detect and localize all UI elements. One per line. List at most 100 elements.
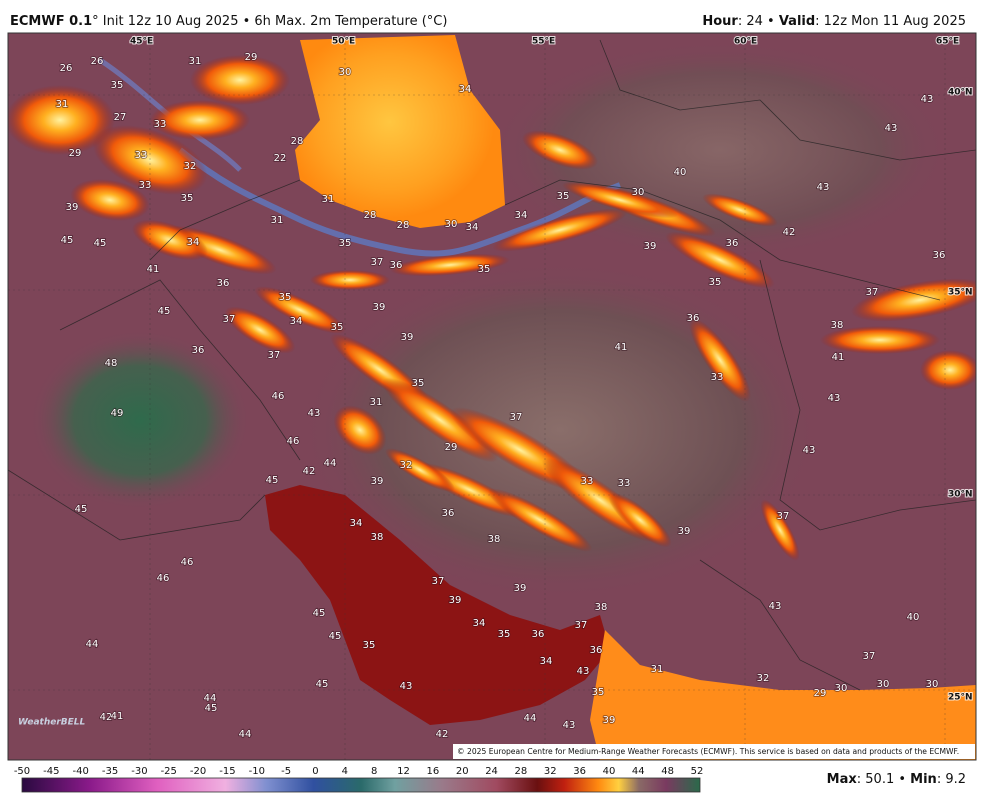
temperature-label: 36 bbox=[442, 508, 455, 519]
hot-spot bbox=[760, 499, 800, 561]
temperature-label: 31 bbox=[271, 215, 284, 226]
temperature-label: 38 bbox=[488, 534, 501, 545]
temperature-label: 22 bbox=[274, 153, 287, 164]
colorbar-tick-label: 36 bbox=[573, 766, 586, 777]
temperature-label: 39 bbox=[373, 302, 386, 313]
temperature-label: 35 bbox=[478, 264, 491, 275]
temperature-label: 31 bbox=[370, 397, 383, 408]
temperature-label: 43 bbox=[885, 123, 898, 134]
temperature-label: 45 bbox=[316, 679, 329, 690]
max-label: Max bbox=[827, 772, 858, 787]
min-label: Min bbox=[910, 772, 937, 787]
temperature-label: 43 bbox=[828, 393, 841, 404]
hot-spot bbox=[522, 130, 598, 170]
temperature-label: 37 bbox=[863, 651, 876, 662]
temperature-label: 49 bbox=[111, 408, 124, 419]
colorbar-tick-label: 28 bbox=[515, 766, 528, 777]
temperature-label: 37 bbox=[223, 314, 236, 325]
init-text: ° Init 12z 10 Aug 2025 • 6h Max. 2m Temp… bbox=[92, 14, 447, 29]
hour: : 24 • bbox=[738, 14, 779, 29]
temperature-label: 28 bbox=[364, 210, 377, 221]
longitude-label: 55°E bbox=[532, 37, 555, 47]
temperature-label: 36 bbox=[726, 238, 739, 249]
temperature-label: 35 bbox=[498, 629, 511, 640]
temperature-label: 39 bbox=[603, 715, 616, 726]
hot-spot bbox=[390, 253, 510, 277]
temperature-label: 45 bbox=[205, 703, 218, 714]
temperature-label: 43 bbox=[308, 408, 321, 419]
temperature-label: 48 bbox=[105, 358, 118, 369]
temperature-label: 38 bbox=[595, 602, 608, 613]
hot-spot bbox=[8, 85, 115, 155]
temperature-label: 29 bbox=[69, 148, 82, 159]
temperature-label: 46 bbox=[272, 391, 285, 402]
temperature-label: 35 bbox=[363, 640, 376, 651]
hot-spot bbox=[850, 278, 976, 322]
temperature-label: 44 bbox=[239, 729, 252, 740]
colorbar-tick-label: -25 bbox=[161, 766, 177, 777]
hot-spots bbox=[8, 55, 976, 561]
temperature-label: 41 bbox=[111, 711, 124, 722]
temperature-label: 45 bbox=[75, 504, 88, 515]
colorbar-tick-label: 12 bbox=[397, 766, 410, 777]
temperature-label: 44 bbox=[524, 713, 537, 724]
temperature-label: 44 bbox=[324, 458, 337, 469]
hot-spot bbox=[665, 231, 775, 289]
hot-spot bbox=[492, 208, 628, 252]
temperature-label: 31 bbox=[56, 99, 69, 110]
colorbar-tick-label: 8 bbox=[371, 766, 377, 777]
hot-spot bbox=[820, 326, 940, 354]
cool-band bbox=[178, 147, 622, 257]
hot-spot bbox=[224, 306, 296, 354]
temperature-label: 34 bbox=[540, 656, 553, 667]
temperature-label: 34 bbox=[515, 210, 528, 221]
temperature-label: 35 bbox=[592, 687, 605, 698]
colorbar-tick-label: -10 bbox=[249, 766, 265, 777]
colorbar-tick-label: -20 bbox=[190, 766, 206, 777]
temperature-label: 45 bbox=[61, 235, 74, 246]
map-frame bbox=[7, 32, 977, 761]
temperature-label: 31 bbox=[189, 56, 202, 67]
colorbar-tick-label: 16 bbox=[427, 766, 440, 777]
temperature-label: 42 bbox=[436, 729, 449, 740]
temperature-label: 28 bbox=[291, 136, 304, 147]
temperature-label: 36 bbox=[390, 260, 403, 271]
temperature-label: 37 bbox=[575, 620, 588, 631]
longitude-label: 60°E bbox=[734, 37, 757, 47]
temperature-label: 40 bbox=[907, 612, 920, 623]
colorbar bbox=[21, 777, 701, 793]
temperature-label: 34 bbox=[459, 84, 472, 95]
temperature-label: 33 bbox=[139, 180, 152, 191]
caspian-sea bbox=[295, 35, 505, 228]
plateau bbox=[300, 260, 820, 600]
temperature-label: 29 bbox=[445, 442, 458, 453]
colorbar-tick-label: -30 bbox=[131, 766, 147, 777]
temperature-label: 37 bbox=[866, 287, 879, 298]
temperature-label: 30 bbox=[632, 187, 645, 198]
latitude-label: 40°N bbox=[948, 88, 973, 98]
hot-spot bbox=[150, 100, 250, 140]
temperature-label: 37 bbox=[777, 511, 790, 522]
temperature-label: 31 bbox=[322, 194, 335, 205]
temperature-label: 33 bbox=[711, 372, 724, 383]
temperature-label: 32 bbox=[757, 673, 770, 684]
temperature-label: 46 bbox=[181, 557, 194, 568]
temperature-label: 42 bbox=[100, 712, 113, 723]
temperature-label: 36 bbox=[192, 345, 205, 356]
temperature-label: 36 bbox=[590, 645, 603, 656]
temperature-label: 30 bbox=[445, 219, 458, 230]
temperature-label: 38 bbox=[371, 532, 384, 543]
temperature-label: 35 bbox=[279, 292, 292, 303]
temperature-label: 43 bbox=[817, 182, 830, 193]
hot-spot bbox=[92, 125, 208, 195]
temperature-label: 32 bbox=[400, 460, 413, 471]
temperature-label: 43 bbox=[563, 720, 576, 731]
hot-spot bbox=[333, 405, 387, 455]
colorbar-tick-label: 4 bbox=[342, 766, 348, 777]
temperature-label: 36 bbox=[532, 629, 545, 640]
temperature-label: 35 bbox=[557, 191, 570, 202]
temperature-label: 36 bbox=[933, 250, 946, 261]
temperature-label: 29 bbox=[245, 52, 258, 63]
temperature-label: 39 bbox=[371, 476, 384, 487]
temperature-label: 41 bbox=[832, 352, 845, 363]
